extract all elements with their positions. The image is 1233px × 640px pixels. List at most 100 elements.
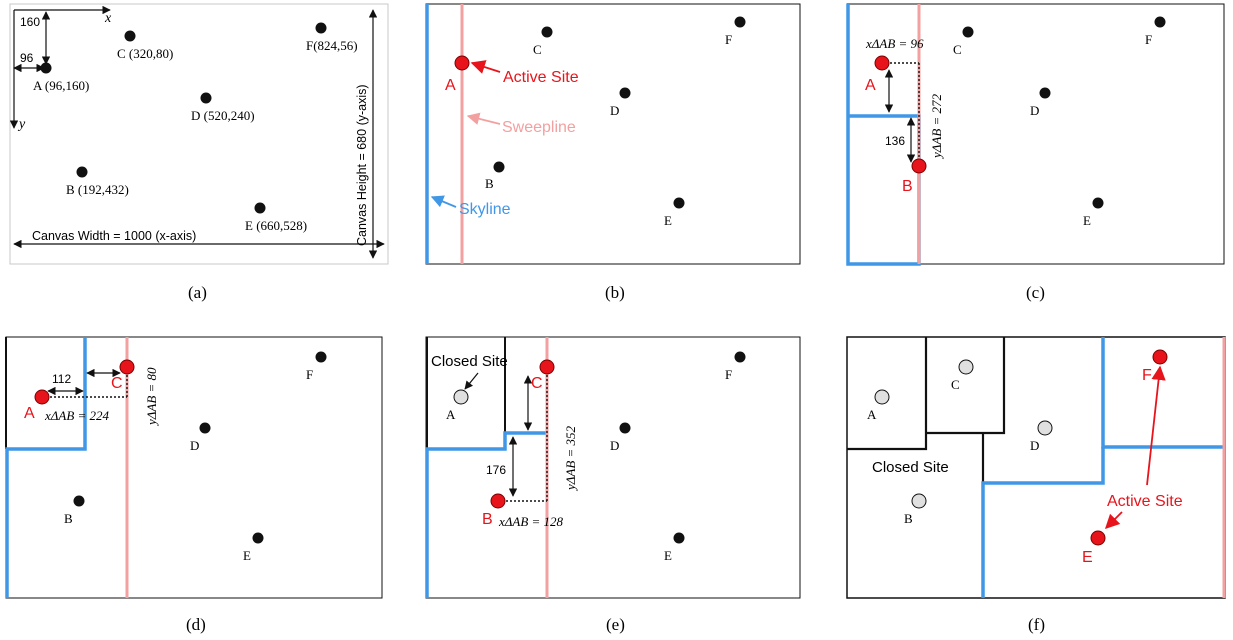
site-d <box>619 87 631 99</box>
caption-c: (c) <box>1026 283 1045 302</box>
closed-site-label: Closed Site <box>431 353 508 370</box>
site-b-label: B <box>902 178 913 195</box>
site-a <box>34 389 50 405</box>
canvas-frame <box>425 3 801 265</box>
site-b-label: B <box>64 511 73 526</box>
panel-c: 136 A B C D E F xΔAB = 96 yΔAB = 272 (c) <box>846 3 1225 302</box>
panel-b: A B C D E F Active Site Sweepline Skylin… <box>425 3 801 302</box>
x-delta-label: xΔAB = 96 <box>865 36 924 51</box>
closed-site-label: Closed Site <box>872 459 949 476</box>
site-a <box>874 389 890 405</box>
closed-region-edge <box>847 337 928 451</box>
canvas-height-label: Canvas Height = 680 (y-axis) <box>355 84 369 246</box>
panel-f: A B C D E F Closed Site Active Site (f) <box>846 336 1226 634</box>
site-f <box>1152 349 1168 365</box>
active-site-label: Active Site <box>503 69 579 86</box>
site-d <box>1037 420 1053 436</box>
site-d-label: D (520,240) <box>191 108 255 123</box>
site-a-label: A (96,160) <box>33 78 89 93</box>
site-a-label: A <box>867 407 877 422</box>
site-b-label: B <box>482 511 493 528</box>
site-f-label: F(824,56) <box>306 38 358 53</box>
site-d <box>199 422 211 434</box>
x-delta-label: xΔAB = 224 <box>44 408 110 423</box>
site-a-label: A <box>445 77 456 94</box>
skyline <box>5 337 87 598</box>
y-delta-label: yΔAB = 80 <box>144 367 159 427</box>
site-c-label: C (320,80) <box>117 46 173 61</box>
site-b <box>490 493 506 509</box>
site-e-label: E <box>664 213 672 228</box>
caption-f: (f) <box>1028 615 1045 634</box>
y-axis-label: y <box>17 117 26 132</box>
site-e <box>254 202 266 214</box>
site-a-label: A <box>446 407 456 422</box>
site-d-label: D <box>610 438 619 453</box>
site-e <box>1092 197 1104 209</box>
sweepline-label: Sweepline <box>502 119 576 136</box>
site-a <box>454 55 470 71</box>
closed-site-arrow <box>464 372 479 390</box>
site-c <box>962 26 974 38</box>
site-e-label: E <box>1083 213 1091 228</box>
active-site-arrow <box>470 60 501 74</box>
dimension-label-112: 112 <box>52 372 71 386</box>
caption-b: (b) <box>605 283 625 302</box>
site-f-label: F <box>1142 367 1152 384</box>
active-site-arrow <box>1146 365 1166 486</box>
canvas-width-label: Canvas Width = 1000 (x-axis) <box>32 229 196 243</box>
site-c <box>124 30 136 42</box>
site-b <box>73 495 85 507</box>
x-axis-label: x <box>104 11 112 26</box>
site-c <box>539 359 555 375</box>
site-e-label: E <box>664 548 672 563</box>
site-c <box>958 359 974 375</box>
closed-region-edge <box>926 337 1006 435</box>
site-e-label: E <box>243 548 251 563</box>
site-f <box>315 22 327 34</box>
site-a-label: A <box>24 405 35 422</box>
site-b <box>911 158 927 174</box>
site-d-label: D <box>610 103 619 118</box>
site-d-label: D <box>1030 103 1039 118</box>
panel-d: 112 A B C D E F xΔAB = 224 yΔAB = 80 (d) <box>5 336 383 634</box>
site-d <box>200 92 212 104</box>
site-b <box>76 166 88 178</box>
dimension-label-160: 160 <box>20 15 40 29</box>
y-delta-label: yΔAB = 352 <box>563 425 578 492</box>
site-f-label: F <box>306 367 313 382</box>
site-f-label: F <box>1145 32 1152 47</box>
site-e <box>252 532 264 544</box>
site-d <box>619 422 631 434</box>
panel-e: 176 A B C D E F Closed Site xΔAB = 128 y… <box>425 336 801 634</box>
site-c-label: C <box>111 375 123 392</box>
site-f <box>315 351 327 363</box>
site-c <box>119 359 135 375</box>
site-a <box>40 62 52 74</box>
site-d-label: D <box>1030 438 1039 453</box>
site-c-label: C <box>531 375 543 392</box>
skyline <box>425 431 547 598</box>
skyline-label: Skyline <box>459 201 511 218</box>
site-e <box>1090 530 1106 546</box>
caption-e: (e) <box>606 615 625 634</box>
site-b <box>911 493 927 509</box>
caption-a: (a) <box>188 283 207 302</box>
site-f-label: F <box>725 367 732 382</box>
dimension-label-96: 96 <box>20 51 34 65</box>
site-c-label: C <box>951 377 960 392</box>
x-delta-label: xΔAB = 128 <box>498 514 564 529</box>
site-a <box>453 389 469 405</box>
site-b-label: B <box>904 511 913 526</box>
site-b-label: B <box>485 176 494 191</box>
site-e-label: E (660,528) <box>245 218 307 233</box>
skyline <box>981 447 1105 598</box>
skyline-arrow <box>430 195 457 208</box>
site-e <box>673 532 685 544</box>
y-delta-label: yΔAB = 272 <box>929 93 944 160</box>
site-c-label: C <box>953 42 962 57</box>
dimension-label-136: 136 <box>885 134 905 148</box>
active-site-label: Active Site <box>1107 493 1183 510</box>
site-a-label: A <box>865 77 876 94</box>
